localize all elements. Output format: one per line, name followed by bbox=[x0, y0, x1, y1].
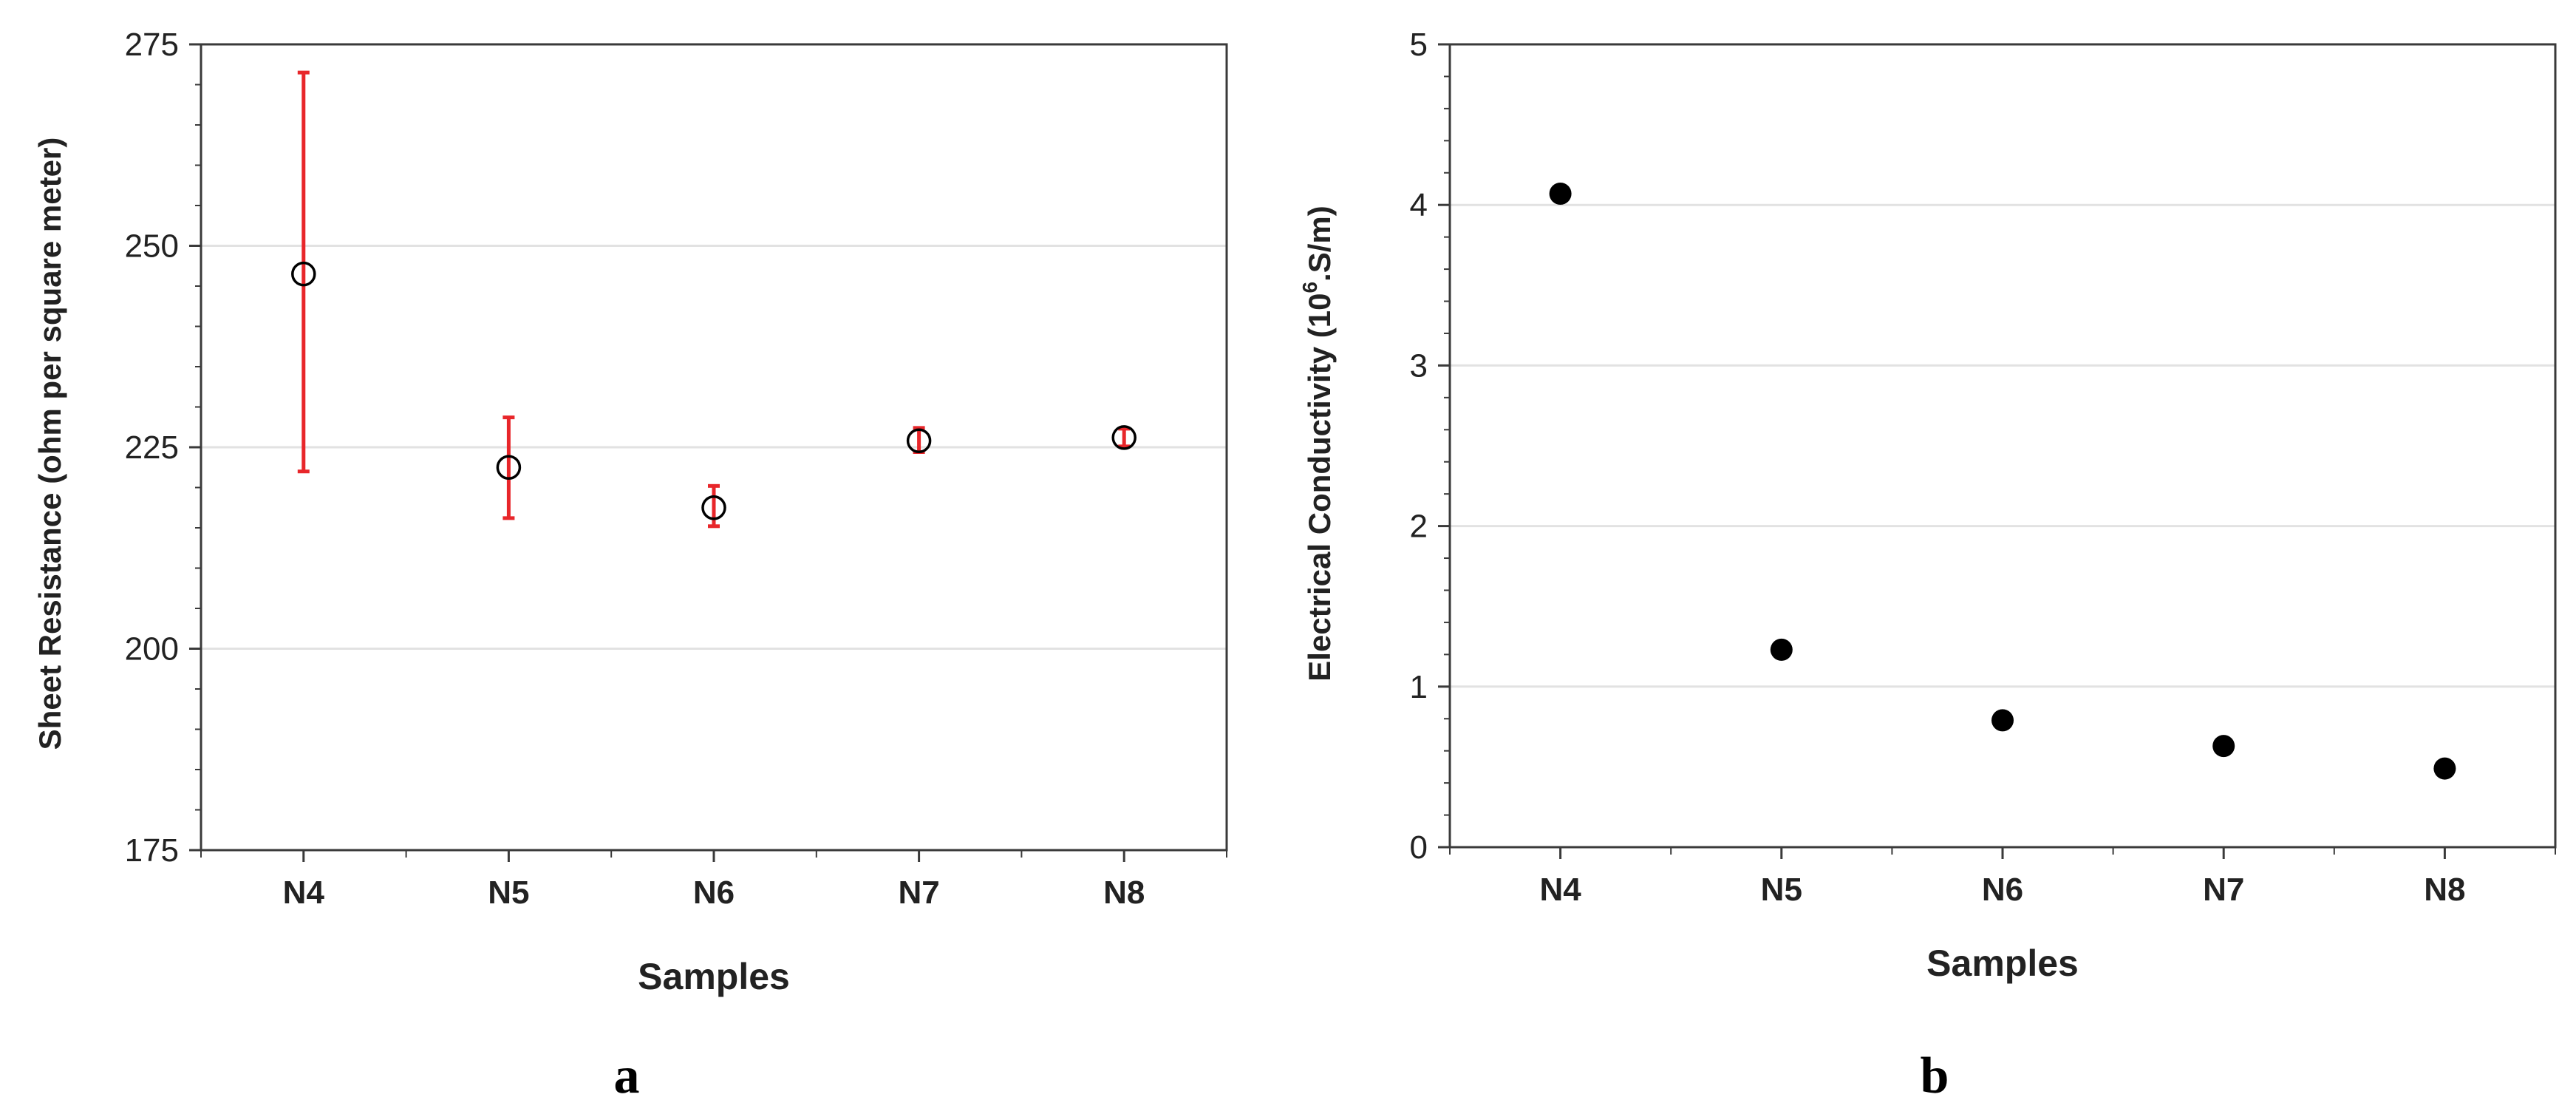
panel-label-a: a bbox=[614, 1048, 640, 1100]
chart-panel-a: 175 200 225 250 275 N4 N5 N6 N7 N8 Samples Sheet… bbox=[33, 27, 1228, 1100]
y-tick-label: 3 bbox=[1410, 347, 1428, 384]
y-ticks-a: 175 200 225 250 275 bbox=[125, 27, 201, 869]
y-tick-label: 175 bbox=[125, 832, 179, 869]
x-axis-label-a: Samples bbox=[638, 956, 790, 997]
y-tick-label: 0 bbox=[1410, 829, 1428, 866]
x-axis-label-b: Samples bbox=[1926, 943, 2079, 984]
x-tick-label: N6 bbox=[1982, 872, 2023, 908]
y-axis-label-b-main: Electrical Conductivity (10 bbox=[1302, 293, 1337, 682]
y-axis-label-a: Sheet Resistance (ohm per square meter) bbox=[33, 138, 67, 750]
gridlines-a bbox=[201, 245, 1227, 650]
x-tick-label: N8 bbox=[1103, 875, 1145, 911]
x-tick-label: N8 bbox=[2424, 872, 2465, 908]
chart-panel-b: 0 1 2 3 4 5 N4 N5 N6 N7 N8 Samples Electrical Con… bbox=[1298, 27, 2557, 1100]
x-tick-label: N6 bbox=[693, 875, 735, 911]
x-tick-label: N5 bbox=[488, 875, 529, 911]
data-point bbox=[2433, 757, 2456, 780]
y-tick-label: 225 bbox=[125, 430, 179, 466]
y-axis-label-b-tail: .S/m) bbox=[1302, 206, 1337, 282]
y-tick-label: 5 bbox=[1410, 27, 1428, 63]
data-point bbox=[291, 261, 316, 287]
x-ticks-a: N4 N5 N6 N7 N8 bbox=[200, 850, 1227, 911]
data-point bbox=[1770, 638, 1793, 661]
x-tick-label: N4 bbox=[1539, 872, 1581, 908]
y-tick-label: 200 bbox=[125, 631, 179, 668]
x-ticks-b: N4 N5 N6 N7 N8 bbox=[1449, 847, 2556, 908]
x-tick-label: N5 bbox=[1761, 872, 1802, 908]
y-axis-label-b: Electrical Conductivity (106.S/m) bbox=[1298, 206, 1337, 681]
x-tick-label: N7 bbox=[898, 875, 939, 911]
y-tick-label: 1 bbox=[1410, 669, 1428, 705]
data-marks-b bbox=[1549, 182, 2456, 780]
data-point bbox=[1991, 709, 2014, 732]
data-point bbox=[1549, 182, 1572, 205]
y-tick-label: 250 bbox=[125, 228, 179, 265]
data-marks-a bbox=[291, 70, 1137, 529]
data-point bbox=[701, 495, 726, 520]
y-tick-label: 275 bbox=[125, 27, 179, 63]
y-ticks-b: 0 1 2 3 4 5 bbox=[1410, 27, 1450, 866]
x-tick-label: N4 bbox=[283, 875, 325, 911]
data-point bbox=[496, 455, 522, 480]
y-axis-label-b-sup: 6 bbox=[1298, 282, 1321, 293]
data-point bbox=[1111, 425, 1137, 450]
x-tick-label: N7 bbox=[2203, 872, 2244, 908]
y-tick-label: 2 bbox=[1410, 509, 1428, 545]
panel-label-b: b bbox=[1921, 1048, 1949, 1100]
data-point bbox=[906, 428, 932, 454]
y-tick-label: 4 bbox=[1410, 187, 1428, 223]
gridlines-b bbox=[1450, 203, 2555, 688]
data-point bbox=[2212, 735, 2235, 758]
